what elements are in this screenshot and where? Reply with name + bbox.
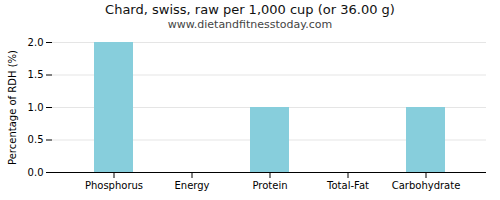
svg-text:Protein: Protein (252, 180, 287, 191)
svg-text:2.0: 2.0 (28, 37, 44, 48)
svg-text:1.5: 1.5 (28, 69, 44, 80)
html-text:www.dietandfitnesstoday.com: www.dietandfitnesstoday.com (167, 18, 333, 31)
svg-text:0.5: 0.5 (28, 134, 44, 145)
svg-text:Percentage of RDH (%): Percentage of RDH (%) (7, 50, 18, 165)
html-text:Chard, swiss, raw per 1,000 cu: Chard, swiss, raw per 1,000 cup (or 36.0… (105, 2, 395, 17)
svg-text:0.0: 0.0 (28, 167, 44, 178)
svg-text:Total-Fat: Total-Fat (326, 180, 369, 191)
svg-text:Energy: Energy (174, 180, 209, 191)
svg-text:Carbohydrate: Carbohydrate (392, 180, 461, 191)
svg-text:Phosphorus: Phosphorus (85, 180, 143, 191)
svg-text:1.0: 1.0 (28, 102, 44, 113)
